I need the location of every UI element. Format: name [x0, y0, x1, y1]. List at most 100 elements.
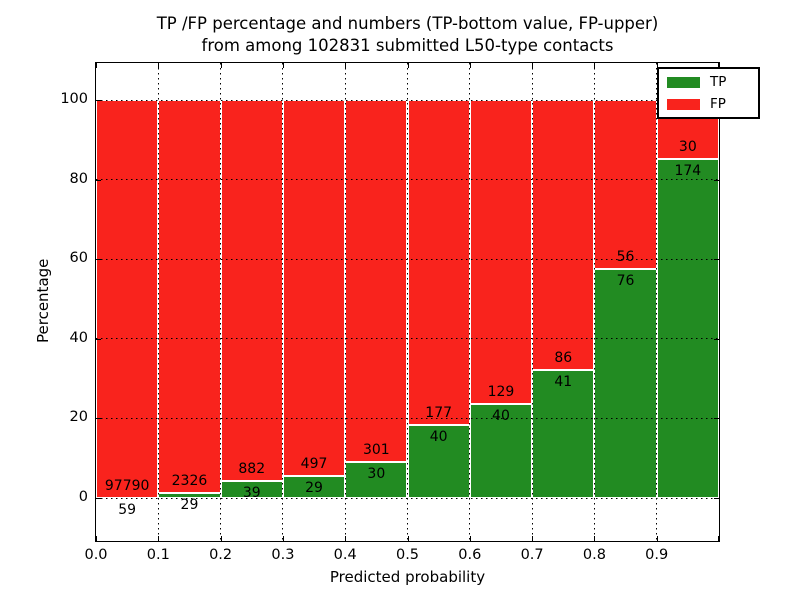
tp-bar-segment: [594, 268, 657, 498]
horizontal-gridline: [96, 417, 719, 419]
x-tick-mark: [158, 63, 160, 68]
legend-label: TP: [710, 74, 727, 90]
tp-count-label: 29: [305, 480, 323, 497]
tp-count-label: 30: [367, 465, 386, 482]
vertical-gridline: [656, 63, 658, 541]
vertical-gridline: [531, 63, 533, 541]
tp-count-label: 29: [180, 497, 199, 514]
tp-count-label: 174: [674, 162, 702, 179]
y-tick-label: 80: [69, 170, 88, 187]
fp-count-label: 86: [554, 349, 573, 366]
x-tick-label: 0.9: [645, 547, 669, 563]
vertical-gridline: [344, 63, 346, 541]
fp-bar-segment: [469, 100, 533, 404]
tp-bar-segment: [407, 424, 470, 498]
x-tick-label: 0.6: [458, 547, 482, 563]
horizontal-gridline: [96, 179, 719, 181]
y-tick-mark: [714, 259, 719, 261]
x-tick-mark: [158, 536, 160, 541]
fp-count-label: 129: [487, 383, 515, 400]
x-tick-mark: [96, 536, 97, 541]
y-tick-label: 60: [69, 250, 88, 267]
fp-bar-segment: [594, 100, 657, 269]
tp-count-label: 40: [429, 428, 448, 445]
x-tick-mark: [532, 63, 534, 68]
x-tick-mark: [220, 536, 222, 541]
tp-count-label: 59: [118, 501, 137, 518]
x-tick-mark: [282, 536, 284, 541]
tp-bar-segment: [656, 158, 719, 498]
fp-count-label: 497: [300, 456, 328, 473]
x-tick-label: 0.7: [520, 547, 544, 563]
x-tick-label: 0.0: [84, 547, 108, 563]
fp-count-label: 97790: [104, 477, 150, 494]
fp-count-label: 30: [678, 138, 697, 155]
x-tick-mark: [656, 63, 658, 68]
x-tick-mark: [407, 536, 409, 541]
tp-bar-segment: [532, 369, 595, 498]
plot-area: 97790 59 2326 29 882 39 497 29 301 30 177 40 129 40 86…: [95, 62, 720, 542]
fp-count-label: 2326: [171, 473, 208, 490]
tp-bar-segment: [345, 461, 408, 498]
vertical-gridline: [407, 63, 408, 541]
y-tick-mark: [96, 259, 101, 261]
x-tick-label: 0.8: [582, 547, 606, 563]
x-tick-mark: [532, 536, 534, 541]
fp-count-label: 882: [238, 461, 266, 478]
legend-item-tp: TP: [667, 75, 750, 89]
x-tick-mark: [656, 536, 658, 541]
fp-count-label: 177: [425, 404, 453, 421]
tp-bar-segment: [158, 493, 221, 498]
x-tick-mark: [407, 63, 409, 68]
chart-title-line1: TP /FP percentage and numbers (TP-bottom…: [156, 14, 659, 33]
tp-color-swatch: [667, 76, 700, 88]
y-tick-mark: [96, 179, 101, 181]
fp-bar-segment: [532, 100, 595, 370]
x-tick-mark: [96, 63, 97, 68]
vertical-gridline: [220, 63, 222, 541]
x-tick-mark: [469, 63, 471, 68]
x-tick-label: 0.2: [209, 547, 233, 563]
tp-count-label: 41: [554, 373, 573, 390]
horizontal-gridline: [96, 338, 719, 340]
tp-bar-segment: [220, 481, 283, 498]
fp-bar-segment: [345, 100, 408, 462]
tp-count-label: 40: [492, 407, 510, 424]
tp-bar-segment: [469, 403, 533, 498]
horizontal-gridline: [96, 497, 719, 499]
y-tick-mark: [714, 338, 719, 340]
x-tick-label: 0.3: [271, 547, 295, 563]
vertical-gridline: [469, 63, 471, 541]
x-tick-mark: [220, 63, 222, 68]
x-tick-label: 0.4: [333, 547, 357, 563]
vertical-gridline: [282, 63, 284, 541]
y-tick-mark: [96, 418, 101, 420]
fp-count-label: 56: [616, 248, 635, 265]
x-tick-mark: [718, 536, 719, 541]
fp-bar-segment: [407, 100, 470, 425]
x-tick-mark: [282, 63, 284, 68]
fp-bar-segment: [96, 100, 159, 498]
y-tick-label: 20: [69, 409, 88, 426]
fp-bar-segment: [220, 100, 283, 482]
y-tick-label: 40: [69, 329, 88, 346]
tp-count-label: 39: [242, 485, 261, 502]
y-tick-mark: [714, 179, 719, 181]
y-tick-mark: [96, 338, 101, 340]
y-tick-mark: [714, 418, 719, 420]
legend-label: FP: [710, 96, 726, 112]
y-tick-label: 0: [78, 489, 88, 505]
x-axis-label: Predicted probability: [329, 568, 486, 586]
x-tick-mark: [469, 536, 471, 541]
x-tick-label: 0.5: [395, 547, 420, 563]
y-tick-mark: [714, 498, 719, 499]
horizontal-gridline: [96, 99, 719, 101]
x-tick-mark: [345, 63, 347, 68]
y-axis-label: Percentage: [34, 258, 52, 344]
tp-bar-segment: [282, 476, 346, 498]
horizontal-gridline: [96, 258, 719, 260]
x-tick-mark: [594, 536, 596, 541]
y-tick-mark: [96, 100, 101, 101]
tp-count-label: 76: [616, 272, 635, 289]
